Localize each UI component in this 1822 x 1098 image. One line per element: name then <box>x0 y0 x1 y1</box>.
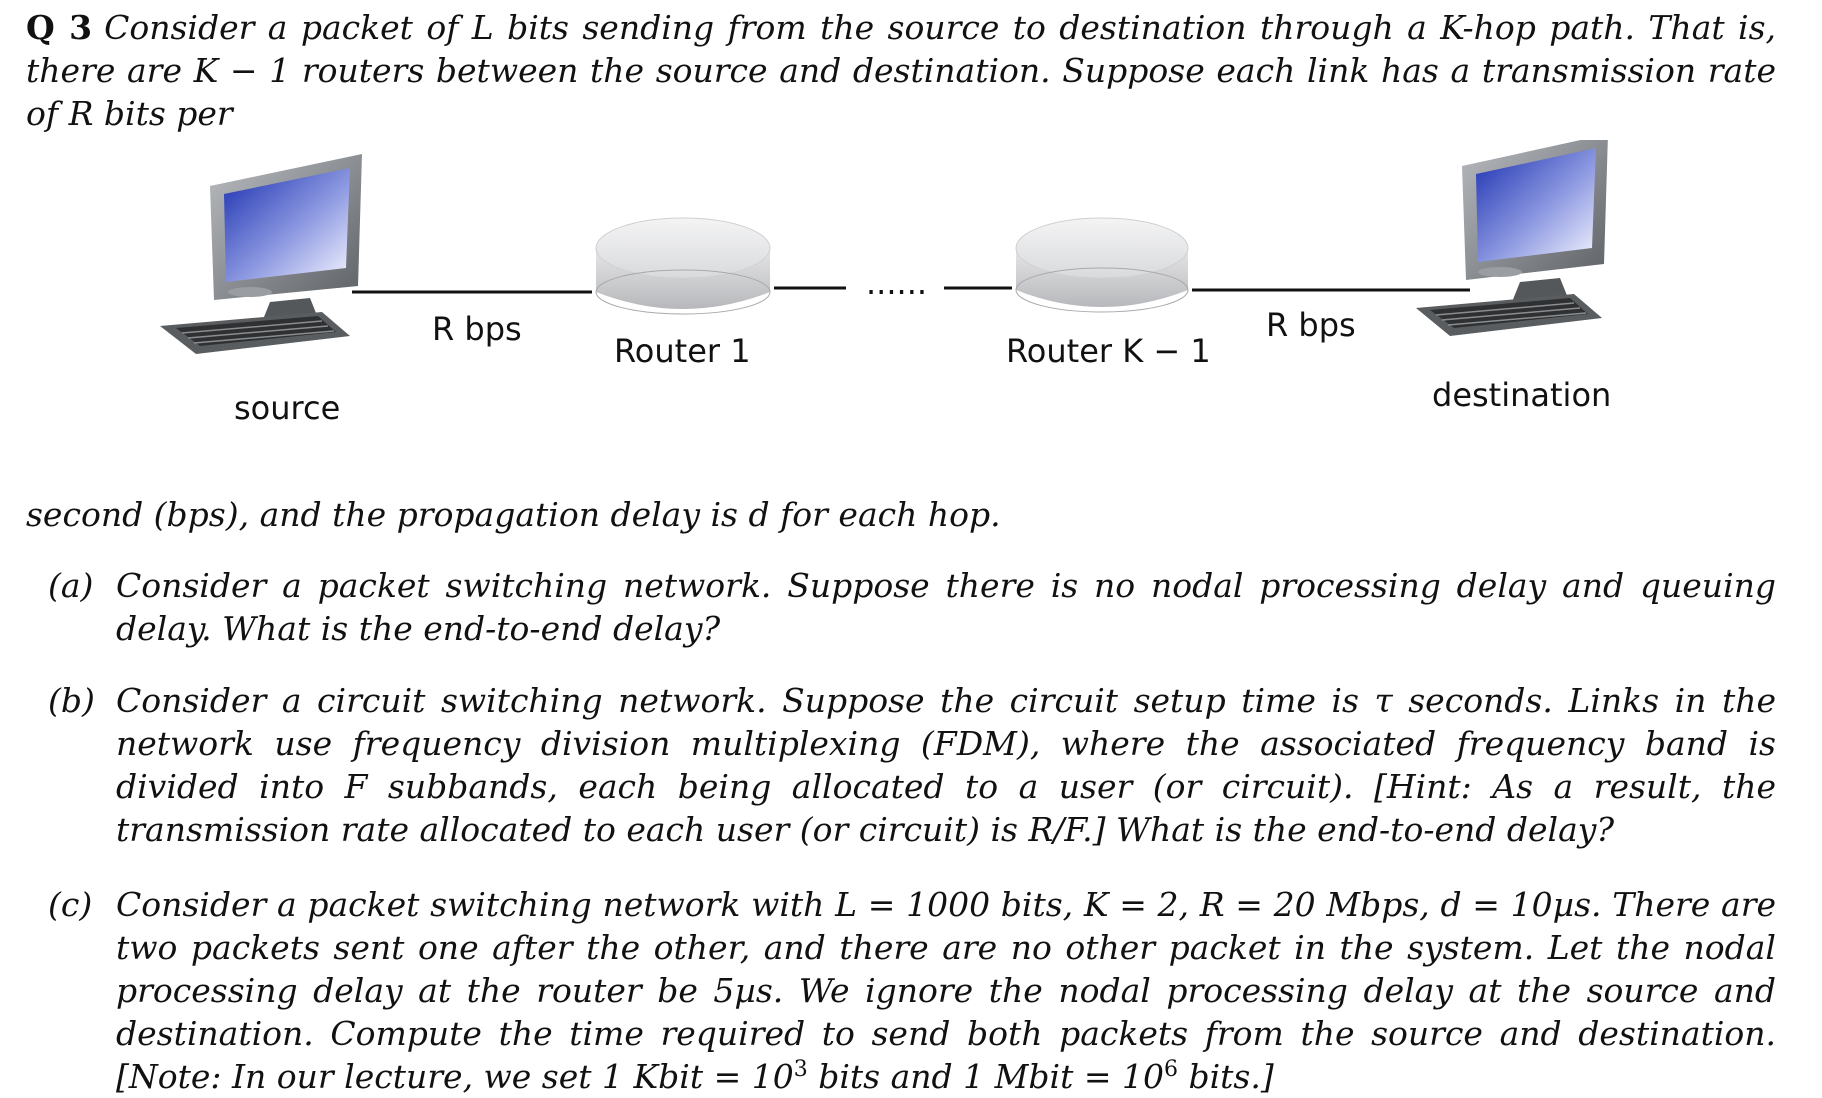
part-b-text: Consider a circuit switching network. Su… <box>116 681 1776 849</box>
destination-computer-icon <box>1416 140 1608 336</box>
router-k-minus-1-icon <box>1015 217 1189 313</box>
part-c-exponent-2: 6 <box>1163 1057 1178 1082</box>
source-computer-icon <box>160 154 362 354</box>
part-c-exponent-1: 3 <box>793 1057 808 1082</box>
link-right-label: R bps <box>1266 306 1356 344</box>
part-c-text: Consider a packet switching network with… <box>116 883 1776 1098</box>
part-c-main: Consider a packet switching network with… <box>116 885 1776 1096</box>
router-1-icon <box>595 217 771 315</box>
part-a-marker: (a) <box>48 566 94 605</box>
part-c-marker: (c) <box>48 885 93 924</box>
part-c: (c) Consider a packet switching network … <box>26 883 1776 1098</box>
router-1-label: Router 1 <box>614 332 751 370</box>
link-lines <box>352 286 1470 294</box>
router-k-minus-1-label: Router K − 1 <box>1006 332 1211 370</box>
link-left-label: R bps <box>432 310 522 348</box>
diagram-ellipsis: ...... <box>866 264 927 302</box>
network-diagram: ...... R bps Router 1 Router K − 1 R bps… <box>160 140 1611 427</box>
question-intro-text: Consider a packet of L bits sending from… <box>26 8 1776 133</box>
part-a: (a) Consider a packet switching network.… <box>26 564 1776 654</box>
part-c-end: bits.] <box>1177 1057 1274 1096</box>
part-b-marker: (b) <box>48 681 95 720</box>
question-intro: Q 3 Consider a packet of L bits sending f… <box>26 6 1776 135</box>
part-c-mid: bits and 1 Mbit = 10 <box>807 1057 1164 1096</box>
source-label: source <box>234 389 340 427</box>
question-intro-continued: second (bps), and the propagation delay … <box>26 495 1001 534</box>
destination-label: destination <box>1432 376 1611 414</box>
part-a-text: Consider a packet switching network. Sup… <box>116 566 1776 648</box>
part-b: (b) Consider a circuit switching network… <box>26 679 1776 857</box>
question-number: Q 3 <box>26 8 93 47</box>
